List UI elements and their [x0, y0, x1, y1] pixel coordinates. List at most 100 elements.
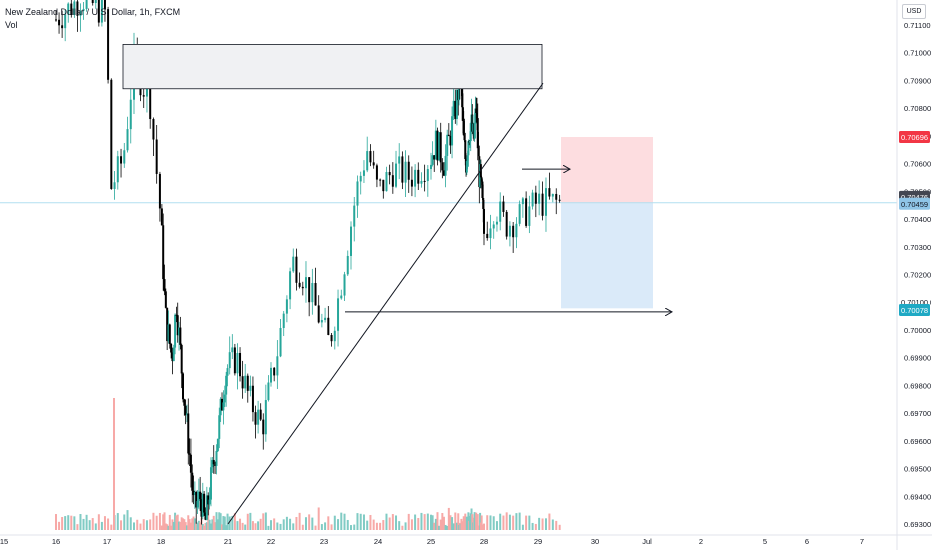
- volume-bar: [257, 521, 260, 530]
- candle-body: [228, 352, 231, 369]
- candle-body: [285, 299, 288, 314]
- volume-bar: [133, 522, 135, 530]
- volume-bar: [505, 512, 508, 530]
- volume-bar: [401, 525, 404, 530]
- volume-bar: [512, 515, 515, 530]
- volume-bar: [76, 524, 79, 530]
- candle-body: [398, 156, 401, 164]
- candle-body: [404, 161, 407, 183]
- candle-body: [178, 327, 181, 336]
- axis-label-hidden: 0.70100: [901, 298, 928, 307]
- currency-badge[interactable]: USD: [902, 4, 926, 19]
- volume-bar: [295, 516, 298, 530]
- candle-body: [172, 347, 175, 362]
- axis-label-stop-bg: [899, 130, 930, 143]
- volume-bar: [262, 513, 265, 530]
- candle-body: [207, 495, 210, 505]
- volume-bar: [285, 516, 288, 530]
- price-tick-label: 0.70800: [904, 104, 931, 113]
- candle-body: [184, 405, 187, 416]
- volume-bar: [375, 522, 378, 530]
- volume-bar: [120, 520, 123, 530]
- volume-bar: [259, 518, 262, 530]
- volume-bar: [192, 516, 195, 530]
- volume-bar: [195, 522, 198, 530]
- volume-bar: [178, 521, 181, 530]
- volume-bar: [457, 513, 460, 530]
- volume-bar: [282, 519, 285, 530]
- position-zones: [561, 136, 653, 309]
- volume-bar: [160, 525, 163, 530]
- price-tick-label: 0.69400: [904, 492, 931, 501]
- volume-bar: [346, 519, 349, 530]
- candle-body: [548, 188, 551, 197]
- candle-body: [454, 100, 457, 119]
- candle-body: [298, 282, 301, 287]
- candle-body: [486, 233, 489, 239]
- volume-bar: [110, 524, 113, 530]
- candle-body: [466, 155, 469, 162]
- price-tick-label: 0.70900: [904, 76, 931, 85]
- volume-bar: [182, 518, 184, 530]
- volume-bar: [366, 520, 369, 530]
- candle-body: [123, 150, 126, 164]
- candle-body: [492, 224, 495, 229]
- candle-body: [195, 491, 198, 508]
- candle-body: [508, 225, 511, 237]
- volume-legend[interactable]: Vol: [5, 20, 18, 30]
- volume-bar: [410, 519, 413, 530]
- candle-body: [292, 256, 295, 272]
- volume-bar: [223, 516, 226, 530]
- volume-bar: [521, 524, 524, 530]
- candle-body: [538, 193, 541, 204]
- candle-body: [489, 228, 492, 239]
- candle-body: [85, 0, 88, 9]
- volume-bar: [541, 518, 544, 530]
- candle-body: [401, 156, 404, 183]
- volume-bar: [476, 514, 479, 530]
- candle-body: [282, 313, 285, 328]
- volume-bar: [480, 515, 483, 530]
- volume-bar: [228, 516, 231, 530]
- candle-body: [475, 108, 478, 113]
- ascending-trendline: [227, 82, 544, 525]
- candle-body: [375, 165, 378, 180]
- candle-body: [343, 274, 346, 296]
- volume-bar: [276, 522, 279, 530]
- volume-bar: [455, 522, 458, 530]
- time-tick-label: 30: [591, 537, 599, 546]
- volume-bar: [414, 514, 417, 530]
- symbol-title[interactable]: New Zealand Dollar / U.S. Dollar, 1h, FX…: [5, 7, 181, 17]
- volume-bar: [359, 513, 362, 530]
- price-axis: 0.711000.710000.709000.708000.707000.706…: [896, 0, 931, 550]
- volume-bar: [292, 523, 295, 530]
- volume-bar: [171, 519, 174, 530]
- candle-body: [152, 119, 155, 140]
- candle-body: [249, 385, 252, 391]
- candle-body: [502, 201, 505, 212]
- candle-body: [149, 86, 152, 120]
- volume-bar: [162, 514, 165, 530]
- time-tick-label: 21: [224, 537, 232, 546]
- candle-body: [391, 175, 394, 187]
- candle-body: [273, 367, 276, 376]
- candle-body: [129, 99, 132, 130]
- candle-body: [58, 19, 61, 26]
- candle-body: [113, 182, 116, 189]
- volume-bar: [97, 514, 100, 530]
- volume-bar: [201, 524, 204, 530]
- volume-bar: [438, 525, 441, 530]
- time-tick-label: 16: [52, 537, 60, 546]
- candle-body: [187, 413, 190, 454]
- candles: [55, 0, 561, 525]
- drawings[interactable]: [122, 44, 672, 525]
- volume-bar: [218, 512, 221, 530]
- time-tick-label: 29: [534, 537, 542, 546]
- volume-bar: [82, 518, 85, 530]
- price-tick-label: 0.69500: [904, 465, 931, 474]
- candle-body: [221, 398, 224, 411]
- candle-body: [515, 223, 518, 238]
